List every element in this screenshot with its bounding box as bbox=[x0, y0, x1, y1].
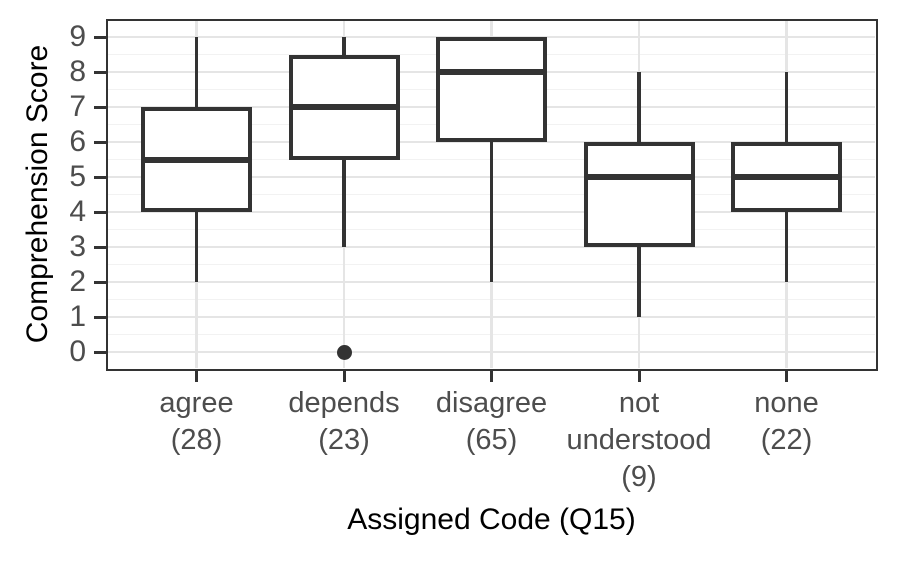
x-tick-label-line: none bbox=[754, 387, 819, 419]
boxplot-lower-whisker bbox=[489, 142, 494, 282]
boxplot-outlier-point bbox=[336, 344, 352, 360]
y-axis-tick bbox=[94, 35, 108, 39]
boxplot-box bbox=[436, 37, 547, 142]
y-tick-label: 2 bbox=[69, 265, 86, 298]
x-tick-label-line: disagree bbox=[435, 387, 548, 419]
y-tick-label: 9 bbox=[69, 20, 86, 53]
boxplot-upper-whisker bbox=[784, 72, 789, 142]
x-tick-label: none (22) bbox=[677, 385, 897, 459]
x-axis-tick bbox=[637, 370, 641, 382]
y-axis-tick bbox=[94, 350, 108, 354]
x-axis-tick bbox=[490, 370, 493, 382]
y-axis-tick bbox=[94, 70, 108, 74]
x-axis-tick bbox=[342, 370, 346, 382]
boxplot-lower-whisker bbox=[637, 247, 641, 317]
y-axis-tick bbox=[94, 140, 108, 144]
y-tick-label: 0 bbox=[69, 335, 86, 368]
x-tick-label: not understood (9) bbox=[529, 385, 749, 496]
y-axis-tick bbox=[94, 245, 108, 249]
x-tick-label-line: (23) bbox=[318, 424, 370, 456]
y-axis-tick bbox=[94, 280, 108, 284]
boxplot-lower-whisker bbox=[342, 159, 346, 247]
x-tick-label: depends (23) bbox=[234, 385, 454, 459]
boxplot-box bbox=[583, 142, 695, 247]
boxplot-median-line bbox=[436, 69, 547, 75]
y-tick-label: 5 bbox=[69, 160, 86, 193]
y-tick-label: 8 bbox=[69, 55, 86, 88]
y-axis-tick bbox=[94, 105, 108, 109]
x-axis-tick bbox=[785, 370, 788, 382]
y-tick-label: 1 bbox=[69, 300, 86, 333]
x-tick-label-line: understood bbox=[566, 424, 712, 456]
x-tick-label: disagree (65) bbox=[382, 385, 602, 459]
y-tick-label: 3 bbox=[69, 230, 86, 263]
y-axis-tick bbox=[94, 315, 108, 319]
x-axis-title: Assigned Code (Q15) bbox=[347, 503, 636, 536]
x-tick-label-line: not bbox=[618, 387, 660, 419]
boxplot-lower-whisker bbox=[784, 212, 789, 282]
x-tick-label-line: (22) bbox=[760, 424, 813, 456]
boxplot-median-line bbox=[288, 104, 400, 110]
x-tick-label-line: depends bbox=[288, 387, 400, 419]
y-tick-label: 6 bbox=[69, 125, 86, 158]
boxplot-upper-whisker bbox=[194, 37, 199, 107]
y-axis-tick bbox=[94, 175, 108, 179]
x-tick-label-line: (9) bbox=[621, 461, 657, 493]
plot-panel bbox=[108, 21, 875, 368]
boxplot-upper-whisker bbox=[342, 37, 346, 55]
x-axis-tick bbox=[195, 370, 198, 382]
y-tick-label: 7 bbox=[69, 90, 86, 123]
boxplot-lower-whisker bbox=[194, 212, 199, 282]
x-tick-label-line: agree bbox=[159, 387, 234, 419]
y-tick-label: 4 bbox=[69, 195, 86, 228]
boxplot-median-line bbox=[731, 174, 842, 180]
x-tick-label-line: (28) bbox=[170, 424, 223, 456]
x-tick-label: agree (28) bbox=[87, 385, 307, 459]
y-axis-tick bbox=[94, 210, 108, 214]
boxplot-median-line bbox=[141, 156, 252, 163]
x-tick-label-line: (65) bbox=[465, 424, 518, 456]
boxplot-upper-whisker bbox=[637, 72, 641, 142]
boxplot-median-line bbox=[583, 174, 695, 180]
